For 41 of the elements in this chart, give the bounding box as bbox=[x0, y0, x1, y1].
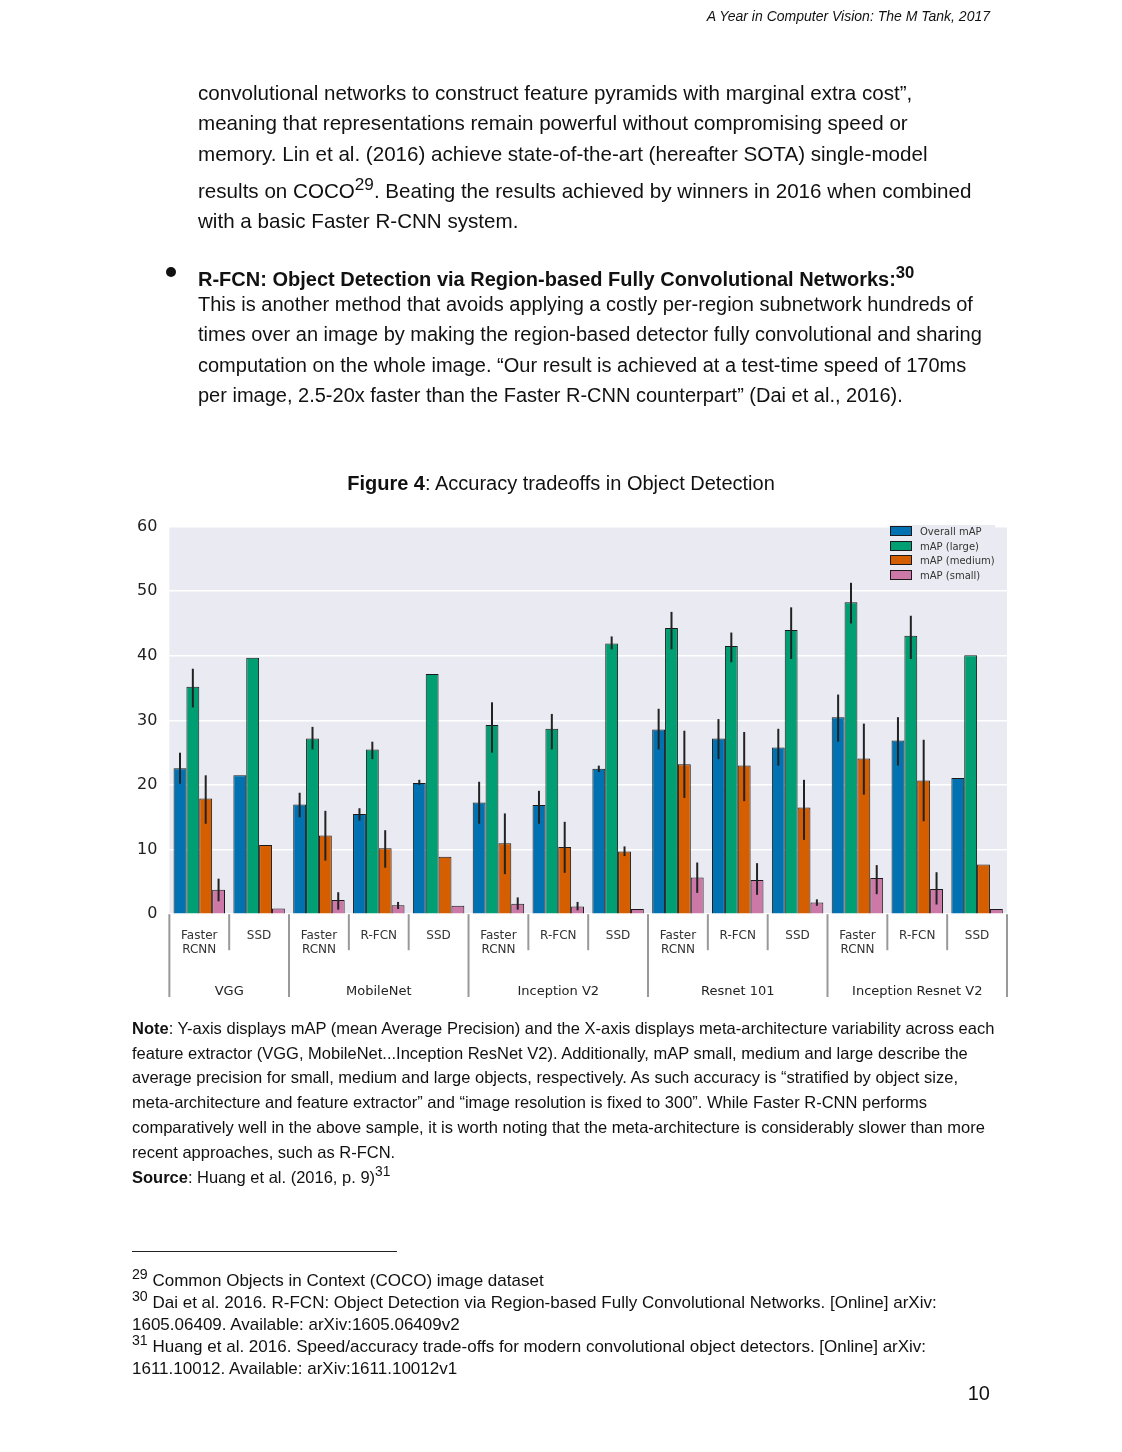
x-tick-label: Faster RCNN bbox=[659, 927, 697, 956]
text: convolutional networks to construct feature pyramids with marginal extra cost”, meaning that representations remain powerful without compromising speed or memory. Lin et al. (2016) achieve state-of-the-art (hereafter SOTA) single-model results on COCO$^{29}$. Beating the results achieved by winners in 2016 when combined with a basic Faster R-CNN system. bbox=[198, 80, 973, 235]
x-tick-label: R-FCN bbox=[719, 927, 756, 942]
text: Inception Resnet V2 bbox=[852, 983, 983, 999]
x-tick-label: Faster RCNN bbox=[300, 927, 338, 956]
text: $^{30}$ Dai et al. 2016. R-FCN: Object Detection via Region-based Fully Convolutional Networks. [Online] arXiv: 1605.06409. Available: arXiv:1605.06409v2 bbox=[132, 1288, 937, 1334]
text: 10 bbox=[967, 1382, 990, 1405]
y-tick-label: 50 bbox=[137, 580, 158, 600]
x-tick-label: SSD bbox=[246, 927, 272, 942]
y-tick-label: 0 bbox=[147, 903, 158, 923]
x-tick-label: Faster RCNN bbox=[480, 927, 517, 956]
y-tick-label: 30 bbox=[137, 709, 158, 729]
text: Resnet 101 bbox=[701, 983, 775, 999]
x-tick-label: SSD bbox=[964, 927, 990, 942]
text: Note: Y-axis displays mAP (mean Average Precision) and the X-axis displays meta-architecture variability across each feature extractor (VGG, MobileNet...Inception ResNet V2). Additionally, mAP small, medium and large describe the average precision for small, medium and large objects, respectively. As such accuracy is “stratified by object size, meta-architecture and feature extractor” and “image resolution is fixed to 300”. While Faster R-CNN performs comparatively well in the above sample, it is worth noting that the meta-architecture is considerably slower than more recent approaches, such as R-FCN. bbox=[132, 1018, 996, 1163]
text: Inception V2 bbox=[517, 983, 600, 999]
legend-label: mAP (medium) bbox=[919, 554, 995, 568]
text: This is another method that avoids applying a costly per-region subnetwork hundreds of times over an image by making the region-based detector fully convolutional and sharing computation on the whole image. “Our result is achieved at a test-time speed of 170ms per image, 2.5-20x faster than the Faster R-CNN counterpart” (Dai et al., 2016). bbox=[198, 292, 983, 408]
y-tick-label: 20 bbox=[137, 774, 158, 794]
chart-title: Figure 4: Accuracy tradeoffs in Object Detection bbox=[346, 472, 776, 495]
text: $^{31}$ Huang et al. 2016. Speed/accuracy trade-offs for modern convolutional object detectors. [Online] arXiv: 1611.10012. Available: arXiv:1611.10012v1 bbox=[132, 1332, 927, 1378]
x-tick-label: SSD bbox=[426, 927, 451, 942]
x-tick-label: SSD bbox=[785, 927, 810, 942]
y-tick-label: 40 bbox=[137, 644, 158, 664]
y-tick-label: 60 bbox=[137, 515, 158, 535]
text: $^{29}$ Common Objects in Context (COCO) image dataset bbox=[132, 1266, 544, 1290]
legend-label: mAP (small) bbox=[919, 568, 982, 583]
text: A Year in Computer Vision: The M Tank, 2017 bbox=[706, 8, 990, 24]
x-tick-label: Faster RCNN bbox=[181, 927, 218, 956]
legend-label: mAP (large) bbox=[919, 539, 980, 554]
text: MobileNet bbox=[346, 983, 412, 999]
legend-label: Overall mAP bbox=[919, 525, 983, 539]
x-tick-label: R-FCN bbox=[360, 927, 397, 942]
x-tick-label: R-FCN bbox=[899, 927, 936, 942]
source-note: Source: Huang et al. (2016, p. 9)$^{31}$ bbox=[132, 1164, 391, 1187]
x-tick-label: Faster RCNN bbox=[839, 927, 876, 956]
x-tick-label: SSD bbox=[605, 927, 631, 942]
y-tick-label: 10 bbox=[137, 838, 158, 858]
text: VGG bbox=[214, 983, 244, 999]
text: R-FCN: Object Detection via Region-based Fully Convolutional Networks:$^{30}$ bbox=[198, 262, 916, 292]
x-tick-label: R-FCN bbox=[540, 927, 577, 942]
